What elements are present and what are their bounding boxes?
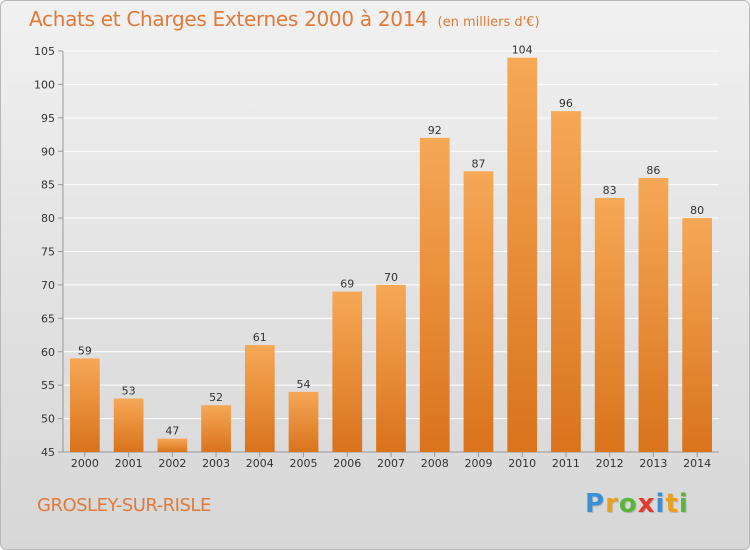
logo-letter: i <box>678 489 689 519</box>
x-tick-label-2006: 2006 <box>333 457 361 470</box>
y-tick-label-75: 75 <box>41 246 55 259</box>
x-tick-label-2011: 2011 <box>552 457 580 470</box>
x-tick-label-2007: 2007 <box>377 457 405 470</box>
x-tick-label-2008: 2008 <box>421 457 449 470</box>
y-tick-label-60: 60 <box>41 346 55 359</box>
city-name: GROSLEY-SUR-RISLE <box>37 495 211 516</box>
bar-2003 <box>201 405 231 452</box>
y-tick-label-55: 55 <box>41 379 55 392</box>
logo-letter: t <box>665 489 679 519</box>
x-tick-label-2001: 2001 <box>115 457 143 470</box>
logo-letter: x <box>637 489 656 519</box>
value-label-2005: 54 <box>297 378 311 391</box>
logo-letter: r <box>605 489 619 519</box>
chart-unit: (en milliers d'€) <box>437 15 540 30</box>
value-label-2012: 83 <box>603 184 617 197</box>
x-tick-label-2005: 2005 <box>290 457 318 470</box>
value-label-2003: 52 <box>209 391 223 404</box>
value-label-2011: 96 <box>559 97 573 110</box>
value-label-2014: 80 <box>690 204 704 217</box>
x-tick-label-2014: 2014 <box>683 457 711 470</box>
x-tick-label-2000: 2000 <box>71 457 99 470</box>
value-label-2004: 61 <box>253 331 267 344</box>
bar-2005 <box>288 391 319 452</box>
proxiti-logo: Proxiti <box>585 489 689 519</box>
bar-2011 <box>551 111 581 453</box>
y-tick-label-90: 90 <box>41 145 55 158</box>
x-tick-label-2013: 2013 <box>639 457 667 470</box>
bar-2008 <box>419 137 450 452</box>
x-tick-label-2003: 2003 <box>202 457 230 470</box>
bar-2013 <box>638 177 669 452</box>
chart-title-text: Achats et Charges Externes 2000 à 2014 <box>29 7 428 31</box>
y-tick-label-65: 65 <box>41 312 55 325</box>
value-label-2007: 70 <box>384 271 398 284</box>
labels: 45 50 55 60 65 70 75 80 85 90 95 100 105 59 2000 53 2001… <box>34 44 711 470</box>
value-label-2010: 104 <box>512 44 533 57</box>
x-tick-label-2010: 2010 <box>508 457 536 470</box>
x-tick-label-2009: 2009 <box>464 457 492 470</box>
logo-letter: i <box>655 489 666 519</box>
bar-2007 <box>376 284 406 452</box>
logo-letter: o <box>618 489 638 519</box>
x-tick-label-2012: 2012 <box>596 457 624 470</box>
y-tick-label-105: 105 <box>34 45 55 58</box>
value-label-2009: 87 <box>471 157 485 170</box>
y-tick-label-95: 95 <box>41 112 55 125</box>
bar-2006 <box>332 291 363 452</box>
bars <box>69 57 713 453</box>
y-tick-label-50: 50 <box>41 413 55 426</box>
x-tick-label-2004: 2004 <box>246 457 274 470</box>
value-label-2000: 59 <box>78 344 92 357</box>
chart-title: Achats et Charges Externes 2000 à 2014 (e… <box>29 7 540 31</box>
bar-2001 <box>113 398 144 452</box>
y-tick-label-45: 45 <box>41 446 55 459</box>
value-label-2001: 53 <box>122 385 136 398</box>
y-tick-label-100: 100 <box>34 78 55 91</box>
y-tick-label-70: 70 <box>41 279 55 292</box>
bar-2000 <box>69 358 100 452</box>
value-label-2006: 69 <box>340 278 354 291</box>
value-label-2013: 86 <box>646 164 660 177</box>
value-label-2002: 47 <box>165 425 179 438</box>
logo-letter: P <box>585 489 606 519</box>
x-tick-label-2002: 2002 <box>158 457 186 470</box>
bar-2012 <box>594 198 625 452</box>
bar-2010 <box>507 57 538 452</box>
bar-2004 <box>244 345 275 452</box>
bar-2009 <box>463 171 494 453</box>
y-tick-label-80: 80 <box>41 212 55 225</box>
bar-2014 <box>682 218 713 452</box>
value-label-2008: 92 <box>428 124 442 137</box>
bar-2002 <box>157 438 188 452</box>
y-tick-label-85: 85 <box>41 179 55 192</box>
